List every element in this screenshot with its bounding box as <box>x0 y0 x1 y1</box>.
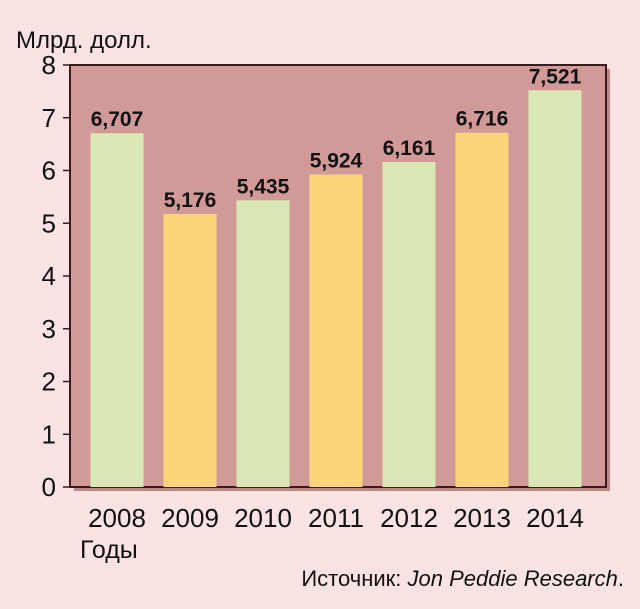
x-tick-label: 2011 <box>308 503 364 533</box>
bar-value-label: 6,707 <box>91 108 144 131</box>
x-tick-label: 2009 <box>161 503 219 533</box>
bar-value-label: 5,924 <box>310 150 363 173</box>
x-axis: 2008 2009 2010 2011 2012 2013 2014 <box>88 503 584 533</box>
y-tick-label: 8 <box>42 50 56 80</box>
x-axis-title: Годы <box>80 536 138 564</box>
y-tick-label: 1 <box>42 419 56 449</box>
bar-2013 <box>455 132 509 487</box>
x-tick-label: 2008 <box>88 503 146 533</box>
y-axis-title: Млрд. долл. <box>16 27 152 54</box>
bar-2008 <box>90 133 144 487</box>
y-tick-label: 2 <box>42 367 56 397</box>
bar-2010 <box>236 200 290 487</box>
source-name: Jon Peddie Research <box>407 566 618 591</box>
bar-value-label: 5,176 <box>164 189 217 212</box>
bar-value-label: 5,435 <box>237 175 290 198</box>
y-tick-label: 3 <box>42 314 56 344</box>
x-tick-label: 2014 <box>526 503 584 533</box>
y-tick-label: 0 <box>42 472 56 502</box>
source-note: Источник: Jon Peddie Research. <box>301 566 624 592</box>
bar-2009 <box>163 213 217 487</box>
x-tick-label: 2010 <box>234 503 292 533</box>
y-tick-label: 7 <box>42 103 56 133</box>
bar-2014 <box>528 90 582 488</box>
source-prefix: Источник: <box>301 566 408 591</box>
x-tick-label: 2013 <box>453 503 511 533</box>
y-axis: 0 1 2 3 4 5 6 7 8 <box>42 50 70 502</box>
y-tick-label: 5 <box>42 208 56 238</box>
bar-2011 <box>309 174 363 487</box>
y-tick-label: 4 <box>42 261 56 291</box>
bar-value-label: 7,521 <box>529 65 582 88</box>
bar-value-label: 6,161 <box>383 137 436 160</box>
x-tick-label: 2012 <box>380 503 438 533</box>
source-suffix: . <box>617 566 624 591</box>
bar-value-label: 6,716 <box>456 108 509 131</box>
bars: 6,707 5,176 5,435 5,924 6,161 6,716 7,521 <box>90 65 582 488</box>
y-tick-label: 6 <box>42 156 56 186</box>
bar-2012 <box>382 162 436 487</box>
